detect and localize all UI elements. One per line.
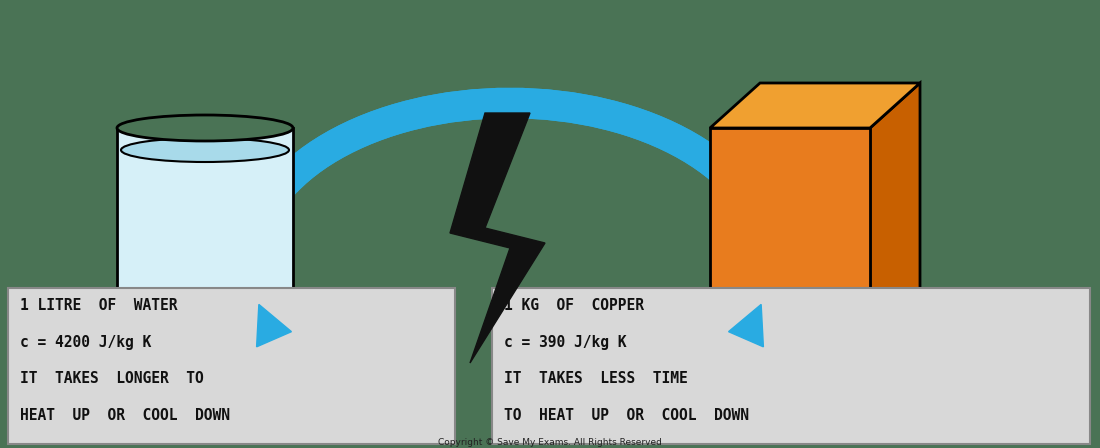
- Text: TO  HEAT  UP  OR  COOL  DOWN: TO HEAT UP OR COOL DOWN: [504, 408, 749, 422]
- Bar: [117, 128, 293, 353]
- Polygon shape: [710, 83, 920, 128]
- Polygon shape: [450, 113, 544, 363]
- Text: c = 390 J/kg K: c = 390 J/kg K: [504, 335, 627, 349]
- Text: HEAT  UP  OR  COOL  DOWN: HEAT UP OR COOL DOWN: [20, 408, 230, 422]
- Text: 1 KG  OF  COPPER: 1 KG OF COPPER: [504, 298, 644, 313]
- Ellipse shape: [117, 340, 293, 366]
- Polygon shape: [870, 83, 920, 356]
- Ellipse shape: [121, 138, 289, 162]
- Text: c = 4200 J/kg K: c = 4200 J/kg K: [20, 335, 152, 349]
- Ellipse shape: [117, 115, 293, 141]
- Polygon shape: [728, 304, 763, 347]
- Bar: [710, 128, 870, 356]
- Bar: [492, 288, 1090, 444]
- Text: IT  TAKES  LONGER  TO: IT TAKES LONGER TO: [20, 371, 204, 386]
- Bar: [8, 288, 455, 444]
- Text: Copyright © Save My Exams. All Rights Reserved: Copyright © Save My Exams. All Rights Re…: [438, 438, 662, 447]
- Text: 1 LITRE  OF  WATER: 1 LITRE OF WATER: [20, 298, 177, 313]
- Text: IT  TAKES  LESS  TIME: IT TAKES LESS TIME: [504, 371, 688, 386]
- Polygon shape: [256, 304, 292, 347]
